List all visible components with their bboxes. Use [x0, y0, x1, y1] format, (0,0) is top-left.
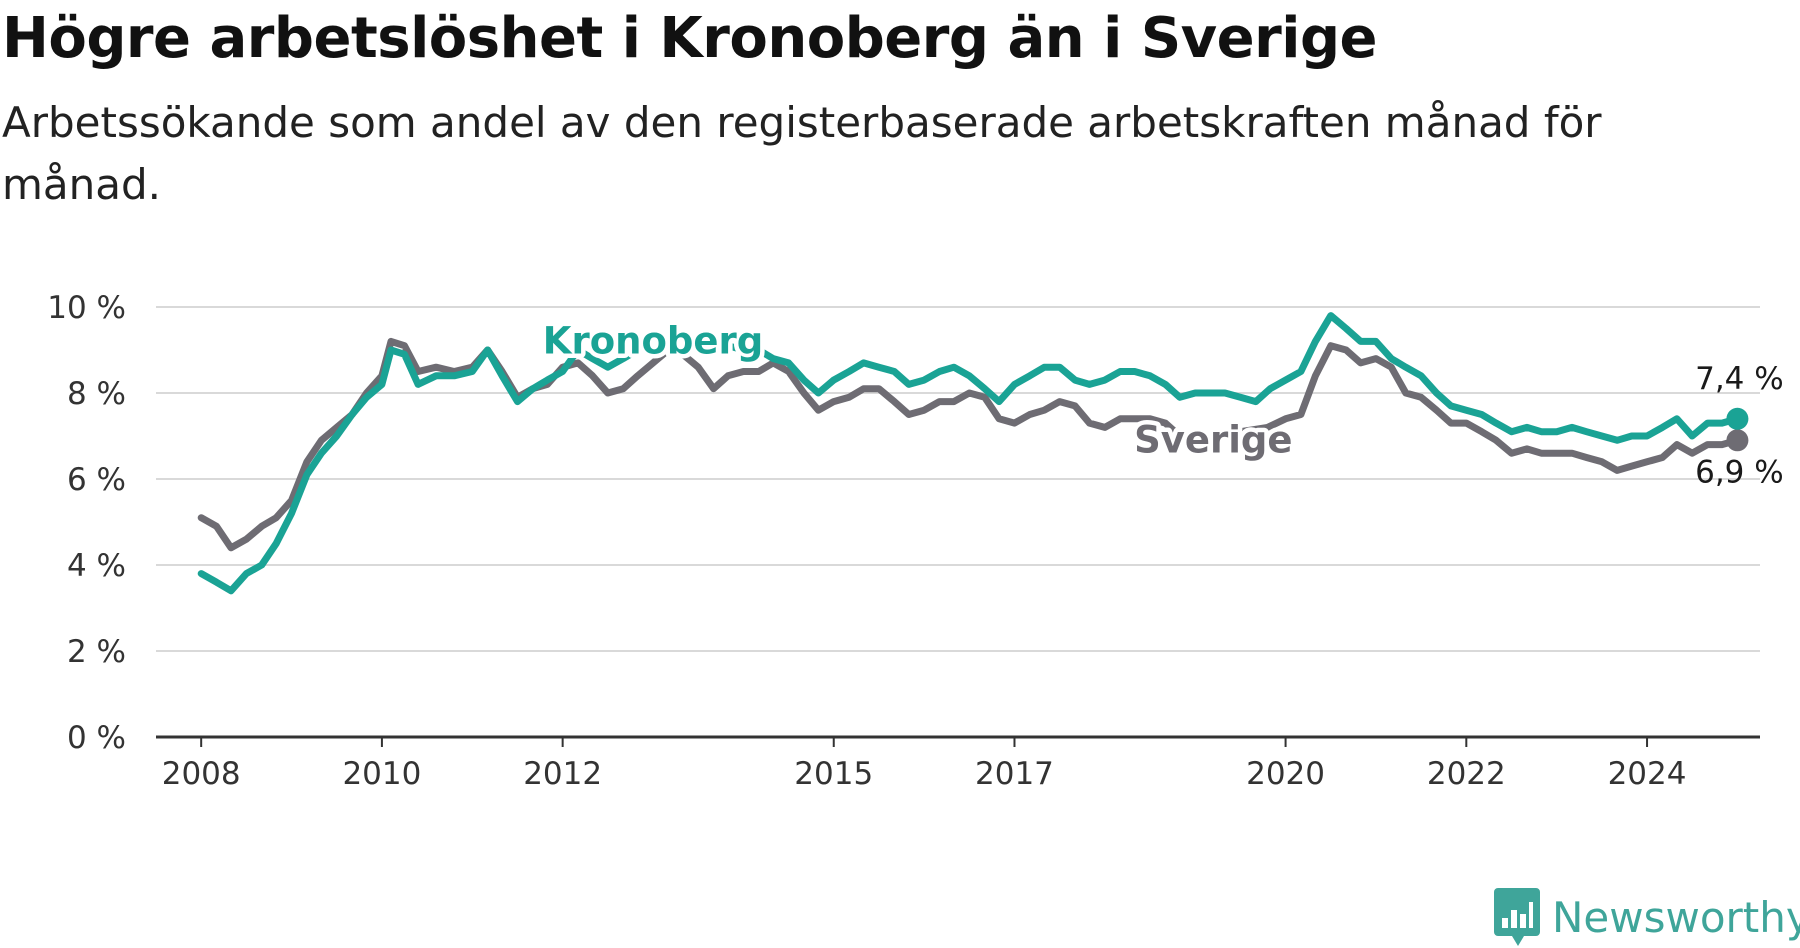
series-label-kronoberg: Kronoberg — [543, 319, 763, 362]
x-tick-label: 2015 — [794, 756, 873, 792]
bar-chart-logo-icon — [1494, 888, 1540, 946]
newsworthy-logo: Newsworthy — [1494, 888, 1800, 946]
series-line-sverige — [197, 337, 1741, 552]
end-value-label-sverige: 6,9 % — [1695, 454, 1784, 490]
chart-title: Högre arbetslöshet i Kronoberg än i Sver… — [2, 6, 1378, 71]
brand-name: Newsworthy — [1552, 892, 1800, 942]
y-tick-label: 8 % — [67, 376, 126, 412]
y-tick-label: 4 % — [67, 548, 126, 584]
x-tick-label: 2012 — [523, 756, 602, 792]
series-labels: 6,9 % Sverige 7,4 % Kronoberg — [538, 315, 1784, 490]
chart-subtitle: Arbetssökande som andel av den registerb… — [2, 98, 1602, 209]
x-tick-label: 2022 — [1427, 756, 1506, 792]
series-line-kronoberg — [197, 312, 1741, 595]
y-tick-label: 10 % — [47, 290, 126, 326]
y-tick-label: 6 % — [67, 462, 126, 498]
series-label-sverige: Sverige — [1134, 418, 1292, 461]
series-lines — [197, 312, 1749, 595]
x-tick-label: 2024 — [1608, 756, 1687, 792]
line-chart: 0 % 2 % 4 % 6 % 8 % 10 % 2008 2010 2012 2015 2017… — [47, 290, 1784, 792]
x-tick-label: 2010 — [342, 756, 421, 792]
x-tick-label: 2017 — [975, 756, 1054, 792]
x-tick-label: 2020 — [1246, 756, 1325, 792]
x-axis: 2008 2010 2012 2015 2017 2020 2022 2024 — [156, 735, 1760, 792]
y-tick-label: 0 % — [67, 720, 126, 756]
y-tick-label: 2 % — [67, 634, 126, 670]
gridlines — [156, 306, 1760, 652]
x-tick-label: 2008 — [162, 756, 241, 792]
end-point-sverige — [1726, 429, 1749, 452]
end-point-kronoberg — [1726, 407, 1749, 430]
y-axis-tick-labels: 0 % 2 % 4 % 6 % 8 % 10 % — [47, 290, 126, 756]
end-value-label-kronoberg: 7,4 % — [1695, 361, 1784, 397]
